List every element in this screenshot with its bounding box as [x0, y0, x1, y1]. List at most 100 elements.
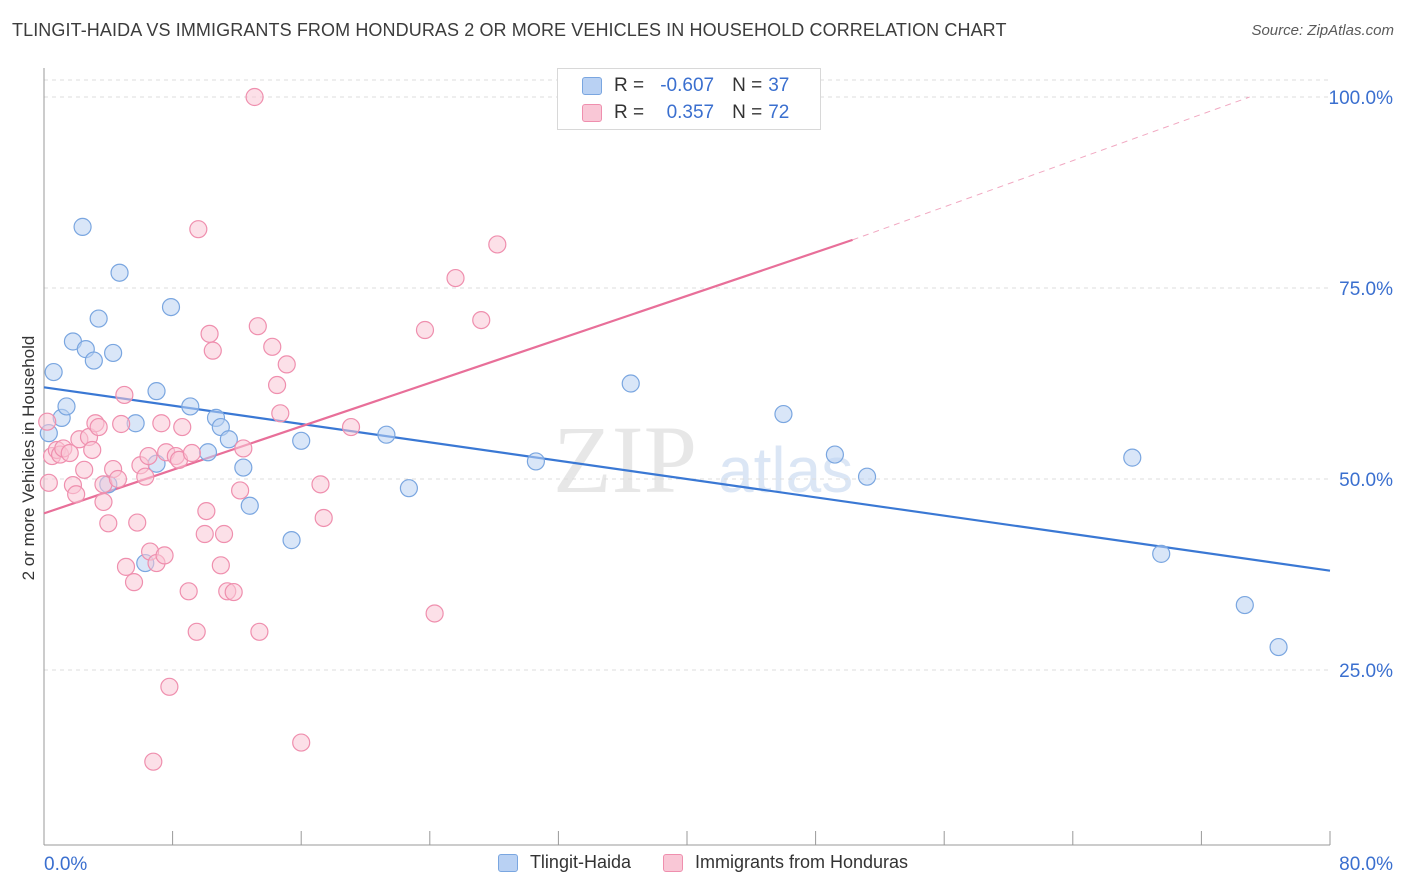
series-swatch-honduras: [662, 853, 683, 872]
point-honduras: [271, 404, 290, 423]
point-honduras: [263, 337, 282, 356]
point-honduras: [189, 220, 208, 239]
point-honduras: [211, 556, 230, 575]
point-honduras: [173, 417, 192, 437]
legend-row-tlingit: R = -0.607 N = 37: [582, 74, 789, 98]
r-label: R =: [614, 102, 645, 123]
point-honduras: [182, 443, 201, 463]
point-honduras: [139, 446, 158, 466]
y-tick-label: 100.0%: [1329, 88, 1394, 109]
legend-swatch-honduras: [582, 104, 602, 122]
point-tlingit-haida: [234, 458, 253, 477]
point-tlingit-haida: [1269, 637, 1288, 657]
point-honduras: [277, 355, 296, 374]
point-honduras: [115, 385, 134, 405]
point-honduras: [83, 440, 102, 460]
r-value-honduras: 0.357: [666, 102, 715, 123]
point-honduras: [203, 341, 222, 360]
point-tlingit-haida: [198, 443, 218, 462]
point-honduras: [152, 414, 171, 433]
point-honduras: [488, 235, 507, 254]
data-points: [38, 87, 1288, 771]
series-swatch-tlingit: [497, 853, 518, 872]
point-tlingit-haida: [147, 382, 166, 401]
point-honduras: [99, 514, 118, 533]
point-honduras: [195, 524, 214, 544]
y-tick-label: 25.0%: [1339, 661, 1393, 682]
legend-swatch-tlingit: [582, 77, 602, 95]
point-tlingit-haida: [110, 263, 129, 282]
point-tlingit-haida: [1152, 544, 1171, 563]
point-honduras: [160, 677, 179, 696]
point-tlingit-haida: [240, 496, 259, 515]
trend-extension-honduras: [852, 96, 1250, 241]
point-tlingit-haida: [621, 374, 640, 393]
point-honduras: [248, 317, 267, 336]
point-tlingit-haida: [399, 479, 419, 498]
series-name-honduras: Immigrants from Honduras: [694, 852, 909, 872]
series-legend: Tlingit-Haida Immigrants from Honduras: [0, 852, 1406, 873]
source-label: Source: ZipAtlas.com: [1251, 22, 1394, 39]
point-honduras: [341, 417, 361, 437]
point-honduras: [446, 268, 465, 288]
point-honduras: [89, 417, 108, 437]
watermark-zip: ZIP: [553, 406, 697, 513]
point-honduras: [124, 573, 144, 592]
point-honduras: [112, 414, 131, 434]
point-honduras: [292, 733, 311, 752]
tick-labels: 25.0% 50.0% 75.0% 100.0% 0.0% 80.0%: [44, 88, 1393, 875]
point-honduras: [250, 622, 269, 641]
gridlines: [44, 79, 1330, 671]
point-honduras: [200, 324, 219, 343]
point-honduras: [214, 524, 234, 544]
point-tlingit-haida: [825, 445, 844, 464]
point-tlingit-haida: [44, 362, 63, 382]
point-honduras: [472, 310, 491, 330]
point-honduras: [75, 460, 94, 479]
y-tick-label: 75.0%: [1339, 279, 1393, 300]
series-legend-honduras: Immigrants from Honduras: [662, 852, 909, 873]
point-honduras: [187, 622, 206, 641]
watermark-atlas: atlas: [718, 434, 853, 506]
point-honduras: [311, 475, 330, 494]
n-label: N =: [732, 75, 763, 96]
point-honduras: [67, 485, 86, 504]
r-label: R =: [614, 75, 645, 96]
correlation-legend: R = -0.607 N = 37 R = 0.357 N = 72: [557, 68, 821, 130]
point-tlingit-haida: [73, 217, 92, 236]
x-tick-label-max: 80.0%: [1339, 854, 1393, 875]
point-honduras: [224, 582, 243, 602]
point-tlingit-haida: [526, 452, 545, 471]
point-honduras: [60, 443, 79, 463]
point-honduras: [267, 375, 287, 395]
point-honduras: [39, 473, 58, 492]
point-honduras: [231, 481, 250, 500]
point-honduras: [128, 513, 147, 532]
point-tlingit-haida: [57, 397, 76, 416]
point-honduras: [38, 412, 57, 431]
point-tlingit-haida: [161, 298, 181, 317]
x-tick-label-min: 0.0%: [44, 854, 87, 875]
point-tlingit-haida: [377, 425, 396, 444]
point-tlingit-haida: [84, 351, 103, 370]
point-tlingit-haida: [89, 309, 108, 328]
point-honduras: [94, 492, 113, 512]
point-tlingit-haida: [1235, 595, 1254, 615]
point-honduras: [116, 557, 136, 576]
point-tlingit-haida: [774, 404, 793, 424]
chart-title: TLINGIT-HAIDA VS IMMIGRANTS FROM HONDURA…: [12, 20, 1007, 40]
series-name-tlingit: Tlingit-Haida: [529, 852, 631, 872]
point-honduras: [197, 501, 216, 521]
point-tlingit-haida: [282, 531, 301, 550]
watermark: ZIP atlas: [553, 406, 853, 513]
point-honduras: [425, 604, 444, 623]
point-honduras: [245, 87, 264, 107]
point-honduras: [144, 752, 163, 771]
point-honduras: [314, 508, 333, 528]
point-honduras: [155, 546, 174, 565]
point-honduras: [415, 320, 435, 340]
point-tlingit-haida: [857, 467, 877, 486]
n-label: N =: [732, 102, 763, 123]
trend-line-tlingit-haida: [43, 386, 1331, 572]
